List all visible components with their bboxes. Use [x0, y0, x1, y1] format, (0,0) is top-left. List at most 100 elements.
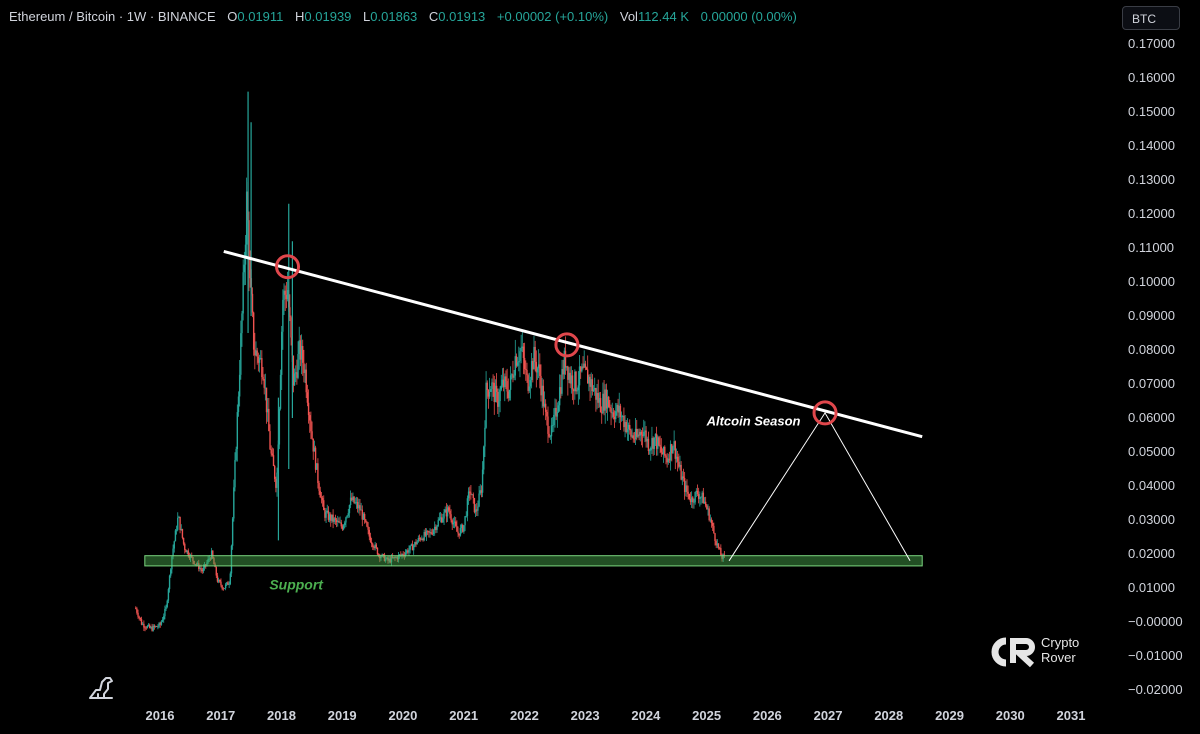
candle-body: [562, 369, 564, 375]
y-tick-label: 0.15000: [1128, 104, 1175, 119]
candle-body: [660, 446, 662, 453]
candle-body: [216, 575, 219, 582]
candle-body: [536, 368, 539, 373]
candle-body: [548, 433, 550, 437]
candle-body: [497, 391, 499, 407]
candle-body: [558, 387, 561, 406]
candle-body: [687, 491, 689, 494]
candle-body: [412, 545, 415, 551]
candle-body: [523, 357, 526, 370]
candle-body: [168, 575, 171, 590]
candle-body: [659, 444, 661, 447]
candle-body: [419, 538, 422, 540]
candle-body: [212, 550, 214, 559]
candle-body: [345, 517, 347, 523]
candle-body: [143, 623, 145, 628]
candle-body: [448, 507, 450, 511]
candle-body: [696, 490, 699, 495]
candle-body: [179, 516, 181, 530]
candle-body: [283, 290, 285, 300]
candle-body: [136, 608, 138, 613]
candle-body: [306, 392, 309, 403]
candle-body: [159, 623, 161, 625]
candle-body: [585, 367, 588, 370]
candle-body: [476, 509, 478, 511]
candle-body: [330, 514, 332, 521]
candle-body: [426, 530, 429, 532]
candle-body: [257, 356, 260, 363]
candle-body: [376, 547, 379, 555]
candle-body: [314, 447, 317, 470]
candle-body: [165, 606, 167, 609]
candle-body: [324, 510, 326, 518]
x-tick-label: 2028: [874, 708, 903, 723]
candle-body: [529, 380, 532, 387]
y-tick-label: −0.00000: [1128, 614, 1183, 629]
candle-body: [512, 374, 514, 378]
candle-body: [373, 546, 375, 549]
candle-body: [716, 543, 719, 546]
x-tick-label: 2025: [692, 708, 721, 723]
candle-body: [722, 554, 724, 559]
candle-body: [704, 501, 707, 506]
candle-body: [601, 412, 603, 414]
candle-body: [397, 555, 400, 560]
candle-body: [533, 346, 535, 370]
candle-body: [720, 548, 722, 556]
candle-body: [655, 433, 658, 449]
candle-body: [342, 525, 345, 530]
candle-body: [370, 542, 373, 544]
candle-body: [571, 375, 574, 390]
candle-body: [321, 498, 324, 501]
candle-body: [271, 453, 274, 456]
candle-body: [184, 543, 186, 550]
candle-body: [718, 547, 721, 549]
candle-body: [414, 542, 416, 546]
candle-body: [544, 403, 547, 412]
candle-body: [352, 496, 354, 501]
candle-body: [674, 441, 676, 459]
candle-body: [602, 393, 604, 413]
candle-body: [575, 371, 577, 392]
candle-body: [549, 436, 552, 438]
candle-body: [220, 581, 222, 586]
candle-body: [248, 220, 250, 270]
x-tick-label: 2026: [753, 708, 782, 723]
candle-body: [333, 518, 335, 522]
candle-body: [226, 582, 228, 585]
candle-body: [359, 505, 361, 511]
candle-body: [481, 469, 484, 493]
candle-body: [167, 589, 170, 601]
candle-body: [281, 331, 283, 375]
candle-body: [418, 537, 421, 539]
candle-body: [483, 446, 485, 470]
candle-body: [597, 392, 599, 403]
x-tick-label: 2016: [146, 708, 175, 723]
candle-body: [532, 361, 534, 370]
candle-body: [230, 545, 233, 574]
candle-body: [488, 391, 491, 397]
candle-body: [546, 411, 548, 417]
candle-body: [310, 420, 312, 432]
x-tick-label: 2024: [631, 708, 661, 723]
candle-body: [556, 411, 559, 417]
candle-body: [569, 372, 571, 384]
candle-body: [337, 521, 339, 523]
candle-body: [671, 444, 673, 454]
candle-body: [349, 497, 352, 506]
candle-body: [276, 472, 278, 488]
candle-body: [553, 414, 555, 426]
candle-body: [675, 456, 678, 459]
candle-body: [142, 623, 144, 625]
candle-body: [244, 244, 247, 265]
candle-body: [514, 356, 516, 376]
candle-body: [584, 363, 587, 368]
candle-body: [641, 434, 644, 436]
candle-body: [193, 560, 195, 565]
candle-body: [616, 404, 618, 412]
currency-button[interactable]: BTC: [1122, 6, 1180, 30]
candle-body: [505, 376, 507, 382]
candle-body: [178, 516, 180, 518]
close-value: 0.01913: [438, 9, 486, 24]
